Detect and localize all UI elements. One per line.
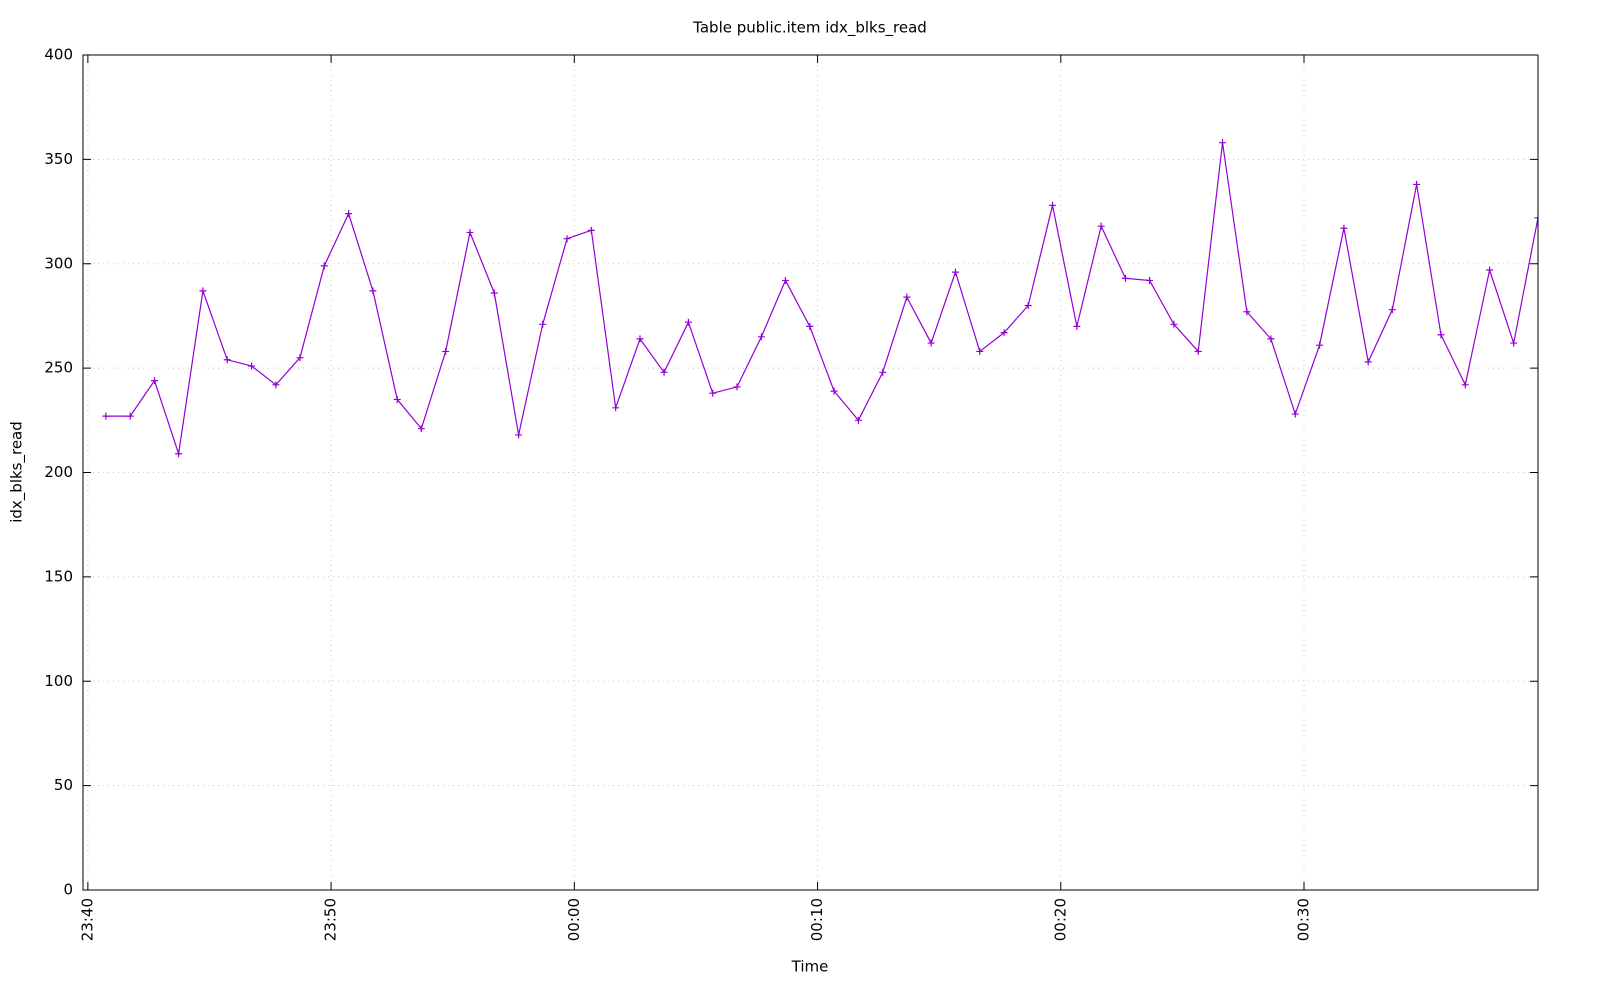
point <box>1146 276 1154 284</box>
point <box>1194 347 1202 355</box>
y-tick-label: 0 <box>63 881 73 899</box>
point <box>272 381 280 389</box>
point <box>1291 410 1299 418</box>
plot-frame <box>82 54 1539 891</box>
y-tick-label: 400 <box>44 46 73 64</box>
point <box>223 356 231 364</box>
point <box>296 354 304 362</box>
grid <box>83 54 1538 891</box>
line <box>105 142 1538 454</box>
point <box>1024 302 1032 309</box>
point <box>830 387 838 395</box>
point <box>1437 331 1445 339</box>
point <box>199 287 207 295</box>
point <box>1364 358 1372 366</box>
x-tick-label: 00:30 <box>1295 898 1313 941</box>
point <box>1534 214 1538 222</box>
point <box>515 431 523 439</box>
point <box>1388 306 1396 314</box>
y-tick-label: 350 <box>44 150 73 168</box>
point <box>175 450 183 458</box>
point <box>320 262 328 270</box>
point <box>417 425 425 433</box>
y-tick-label: 150 <box>44 567 73 585</box>
point <box>1073 322 1081 330</box>
y-tick-label: 250 <box>44 359 73 377</box>
x-tick-label: 00:20 <box>1051 898 1069 941</box>
x-tick-label: 00:10 <box>808 898 826 941</box>
point <box>345 210 353 218</box>
y-tick-label: 50 <box>54 776 73 794</box>
point <box>709 389 717 397</box>
x-tick-label: 23:50 <box>322 898 340 941</box>
point <box>806 322 814 330</box>
point <box>757 333 765 341</box>
point <box>539 320 547 328</box>
point <box>1049 201 1057 209</box>
point <box>903 293 911 301</box>
point <box>1340 224 1348 232</box>
point <box>248 362 256 370</box>
point <box>442 347 450 355</box>
point <box>684 318 692 326</box>
point <box>660 368 668 376</box>
x-tick-label: 00:00 <box>565 898 583 941</box>
x-tick-label: 23:40 <box>78 898 96 941</box>
point <box>636 335 644 343</box>
chart-title: Table public.item idx_blks_read <box>692 19 927 38</box>
point <box>879 368 887 376</box>
point <box>369 287 377 295</box>
point <box>151 377 159 385</box>
point <box>1267 335 1275 343</box>
point <box>1243 308 1251 316</box>
point <box>490 289 498 297</box>
point <box>781 276 789 284</box>
point <box>1413 180 1421 188</box>
point <box>587 226 595 234</box>
point <box>393 395 401 403</box>
y-axis-label: idx_blks_read <box>8 421 27 523</box>
point <box>733 383 741 391</box>
point <box>1486 266 1494 274</box>
point <box>1510 339 1518 347</box>
x-axis-label: Time <box>791 958 829 976</box>
y-tick-label: 300 <box>44 254 73 272</box>
point <box>927 339 935 347</box>
point <box>1461 381 1469 389</box>
point <box>854 416 862 424</box>
point <box>1000 329 1008 337</box>
y-tick-label: 100 <box>44 672 73 690</box>
y-tick-label: 200 <box>44 463 73 481</box>
plot-area <box>102 139 1538 458</box>
point <box>563 235 571 243</box>
point <box>466 228 474 236</box>
point <box>612 404 620 412</box>
point <box>102 412 110 420</box>
point <box>1097 222 1105 230</box>
point <box>1170 320 1178 328</box>
point <box>1316 341 1324 349</box>
point <box>1121 274 1129 282</box>
point <box>1219 139 1227 147</box>
point <box>951 268 959 276</box>
point <box>976 347 984 355</box>
point <box>126 412 134 420</box>
